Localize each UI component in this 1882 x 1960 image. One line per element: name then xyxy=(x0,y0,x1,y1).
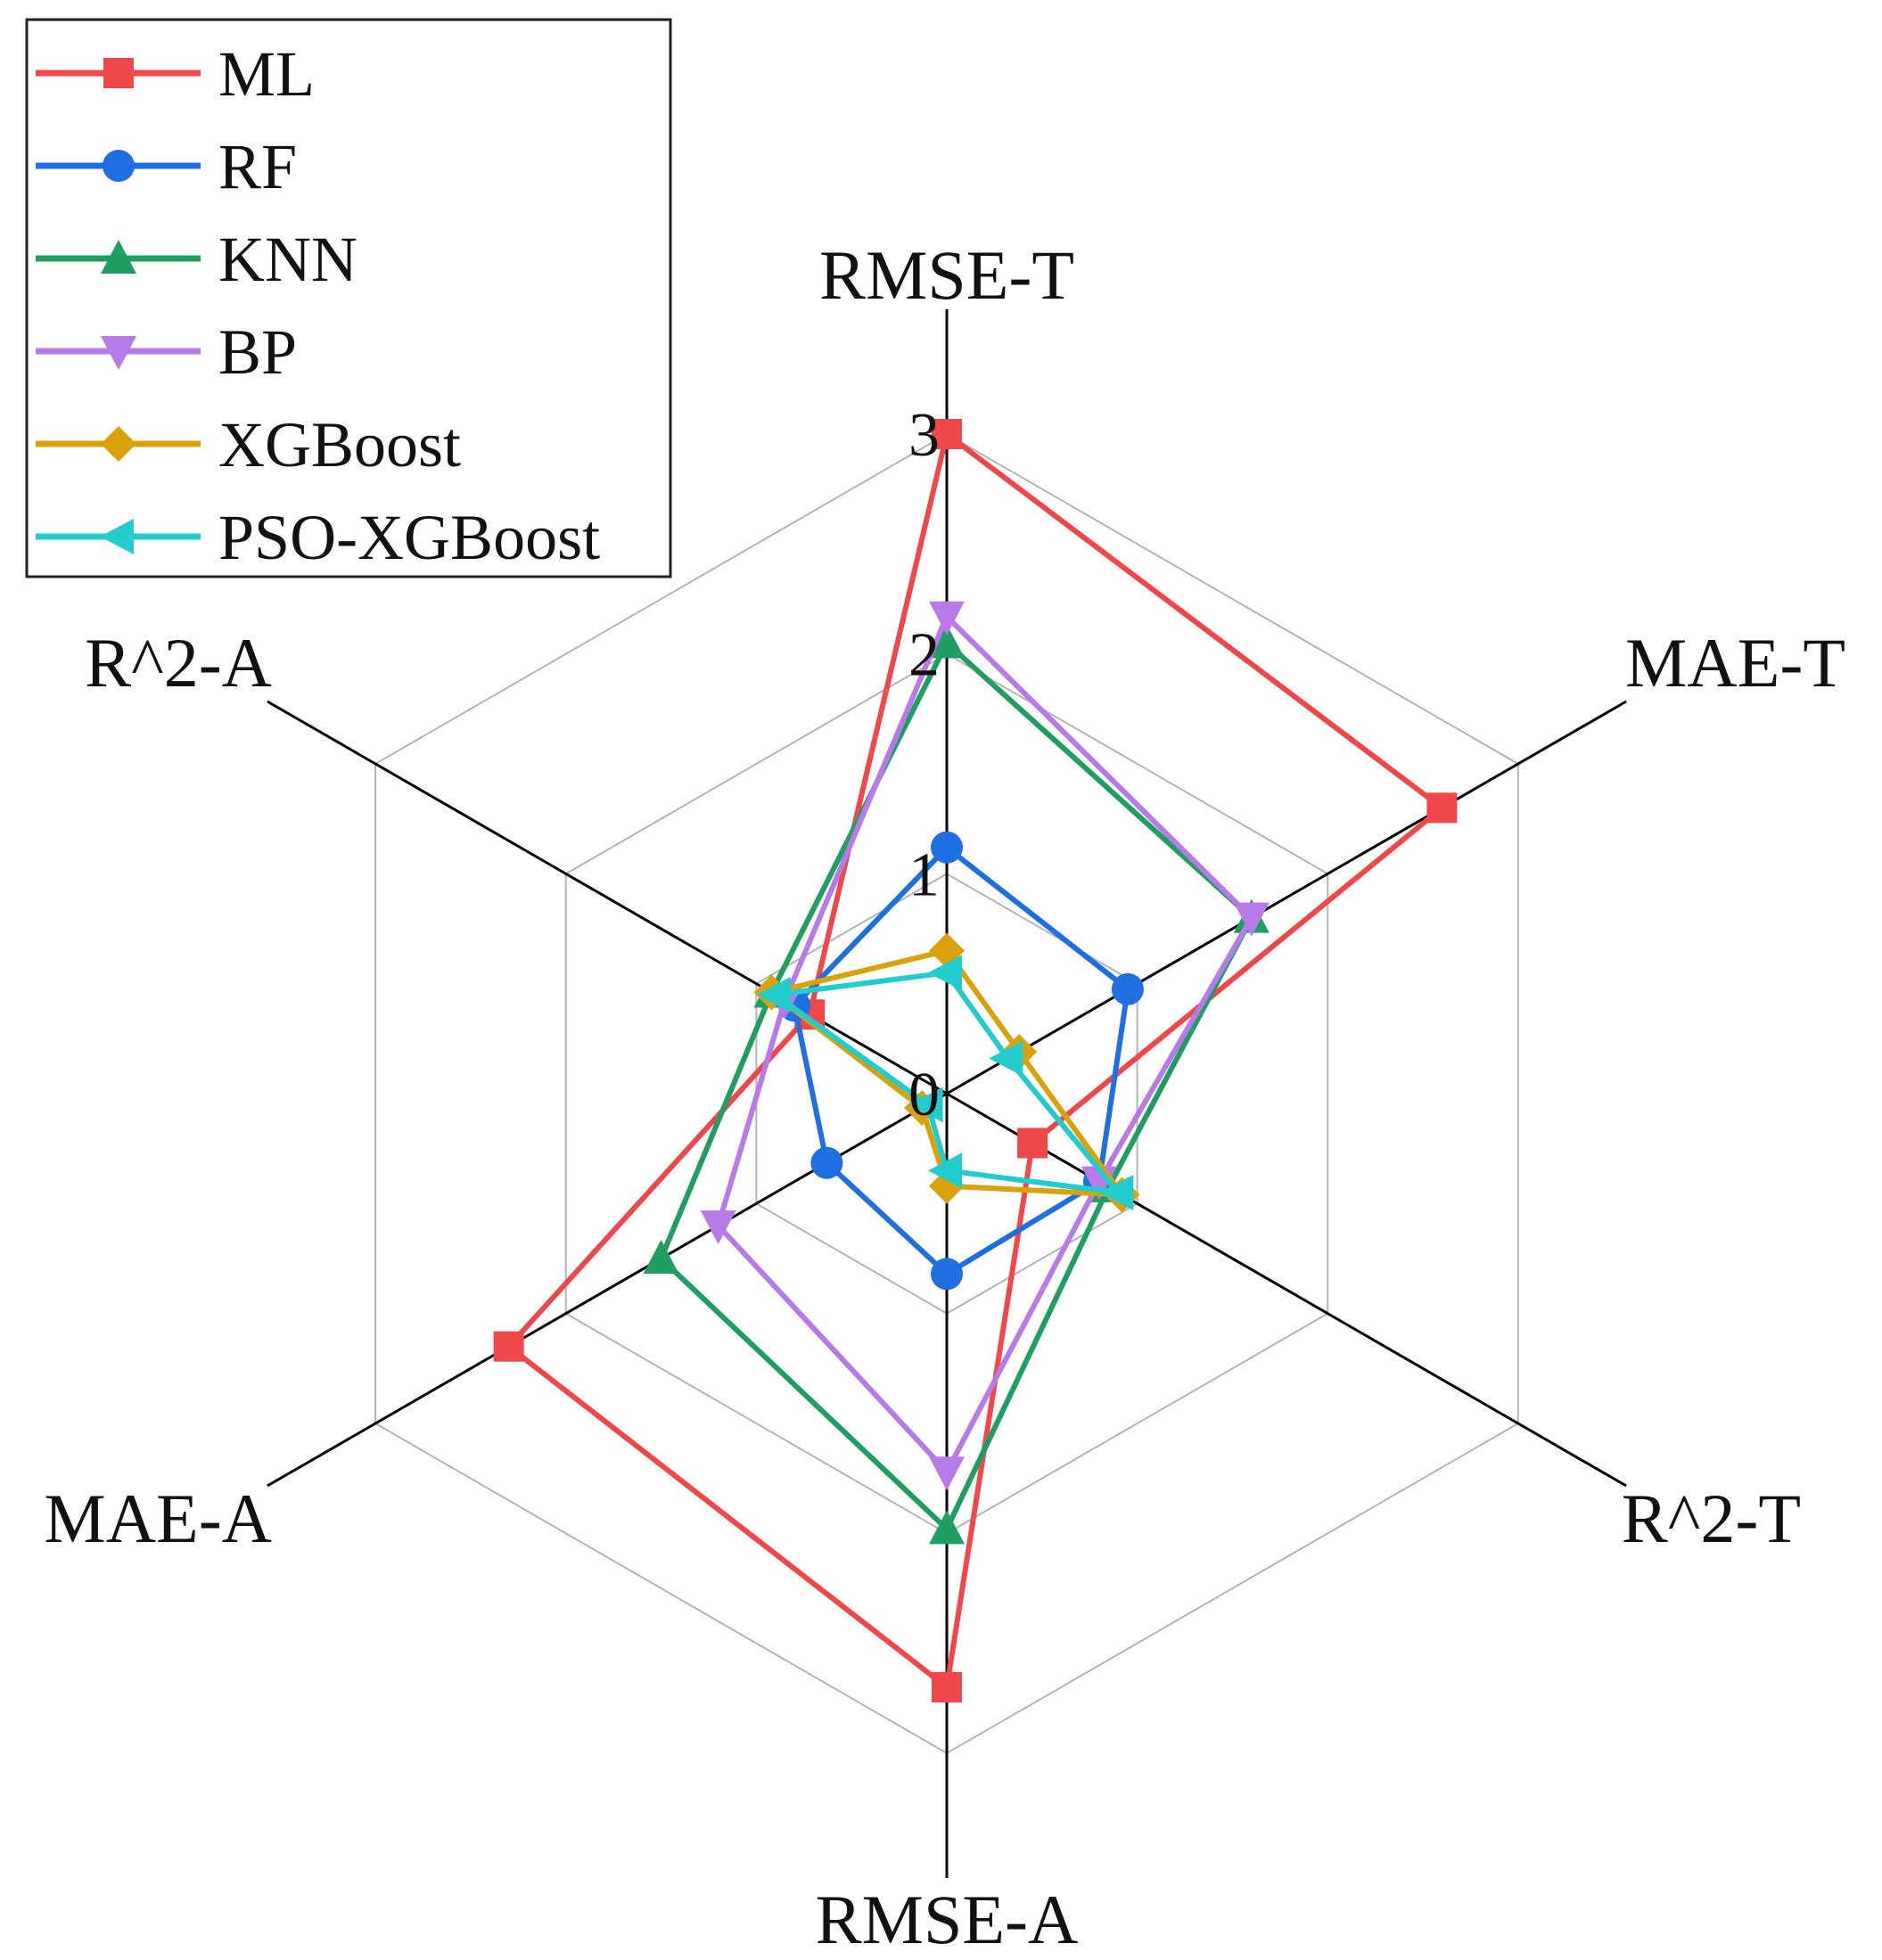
data-point-ml-r-2-t xyxy=(1017,1128,1048,1159)
data-point-knn-mae-a xyxy=(643,1240,679,1274)
data-point-bp-rmse-a xyxy=(929,1456,965,1491)
legend-marker-bp xyxy=(101,336,136,370)
axis-label-r-2-t: R^2-T xyxy=(1622,1480,1801,1557)
legend-marker-xgboost xyxy=(101,426,136,462)
legend-marker-ml xyxy=(103,58,134,88)
series-line-ml xyxy=(505,429,1447,1693)
series-pso-xgboost xyxy=(756,955,1134,1210)
axis-line-mae-a xyxy=(267,1092,948,1488)
series-line-bp xyxy=(715,611,1255,1477)
data-point-rf-rmse-a xyxy=(931,1258,963,1291)
legend: ML RF KNN BP XGBoost PSO-XGBoost xyxy=(25,18,672,578)
data-point-knn-rmse-a xyxy=(929,1510,965,1545)
data-point-knn-rmse-t xyxy=(929,624,965,659)
data-point-pso-xgboost-mae-t xyxy=(989,1040,1023,1077)
series-ml xyxy=(493,419,1458,1702)
radar-series xyxy=(493,419,1458,1702)
data-point-pso-xgboost-r-2-a xyxy=(756,977,791,1013)
tick-label-2: 2 xyxy=(908,621,940,690)
data-point-rf-rmse-t xyxy=(931,831,963,864)
legend-label-xgboost: XGBoost xyxy=(218,409,461,480)
legend-item-pso-xgboost: PSO-XGBoost xyxy=(36,502,600,573)
axis-label-mae-a: MAE-A xyxy=(44,1480,272,1557)
legend-box xyxy=(25,18,672,578)
legend-marker-knn xyxy=(101,240,136,274)
data-point-ml-mae-t xyxy=(1426,792,1458,824)
axis-line-r-2-t xyxy=(946,1092,1627,1488)
legend-label-ml: ML xyxy=(218,38,315,110)
axis-label-rmse-t: RMSE-T xyxy=(819,236,1074,314)
series-rf xyxy=(778,831,1144,1291)
data-point-ml-rmse-t xyxy=(932,419,962,449)
data-point-bp-rmse-t xyxy=(929,601,965,636)
legend-item-knn: KNN xyxy=(36,224,357,295)
data-point-pso-xgboost-rmse-a xyxy=(928,1152,962,1189)
radar-axis-labels: RMSE-T MAE-T R^2-T RMSE-A MAE-A R^2-A xyxy=(44,236,1845,1958)
data-point-pso-xgboost-r-2-t xyxy=(1099,1175,1134,1210)
data-point-pso-xgboost-rmse-t xyxy=(928,955,962,991)
axis-label-rmse-a: RMSE-A xyxy=(816,1881,1079,1958)
legend-item-ml: ML xyxy=(36,38,315,110)
legend-item-bp: BP xyxy=(36,316,297,388)
legend-marker-rf xyxy=(103,150,135,182)
legend-item-rf: RF xyxy=(36,131,297,202)
axis-line-mae-t xyxy=(946,700,1627,1095)
data-point-pso-xgboost-mae-a xyxy=(908,1087,943,1123)
radar-tick-labels: 0 1 2 3 xyxy=(908,401,940,1129)
legend-label-rf: RF xyxy=(218,131,297,202)
data-point-bp-mae-a xyxy=(700,1210,736,1244)
legend-label-pso-xgboost: PSO-XGBoost xyxy=(218,502,600,573)
legend-marker-pso-xgboost xyxy=(100,519,134,554)
tick-label-1: 1 xyxy=(908,841,940,909)
data-point-ml-mae-a xyxy=(493,1331,524,1362)
data-point-ml-rmse-a xyxy=(932,1672,962,1702)
axis-label-mae-t: MAE-T xyxy=(1625,624,1845,701)
legend-item-xgboost: XGBoost xyxy=(36,409,461,480)
axis-label-r-2-a: R^2-A xyxy=(85,624,272,701)
series-line-rf xyxy=(791,843,1131,1278)
axis-line-r-2-a xyxy=(267,700,948,1095)
data-point-rf-mae-a xyxy=(810,1146,843,1179)
series-knn xyxy=(643,624,1270,1545)
data-point-rf-mae-t xyxy=(1111,972,1144,1005)
legend-label-bp: BP xyxy=(218,316,297,388)
legend-label-knn: KNN xyxy=(218,224,357,295)
series-line-knn xyxy=(658,638,1255,1534)
data-point-bp-mae-t xyxy=(1233,902,1270,937)
tick-label-0: 0 xyxy=(908,1061,940,1129)
tick-label-3: 3 xyxy=(908,401,940,470)
